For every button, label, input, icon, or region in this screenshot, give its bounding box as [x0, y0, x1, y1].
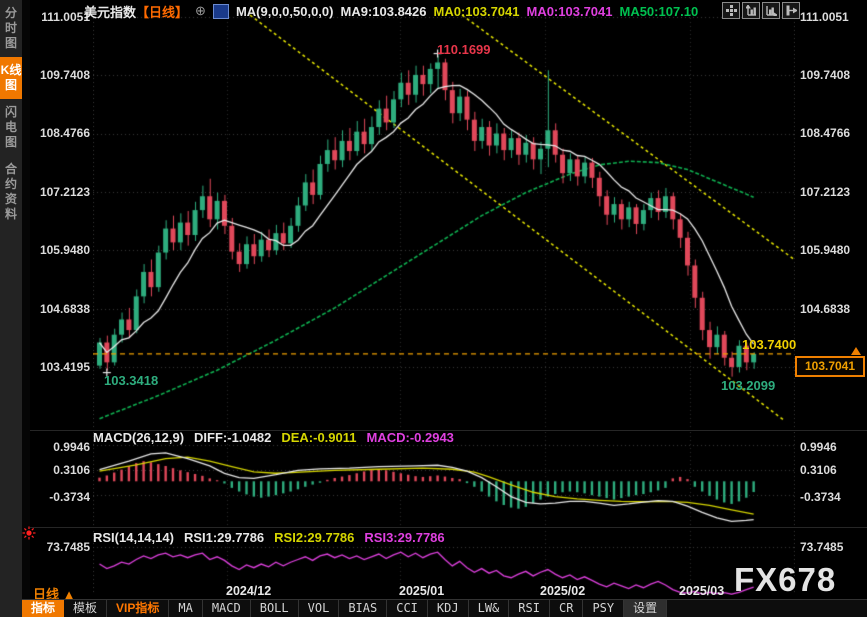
toolbar-item-vol[interactable]: VOL — [299, 600, 340, 617]
toolbar-item-vip-indicators[interactable]: VIP指标 — [107, 600, 170, 617]
y-axis-label-right: 104.6838 — [800, 302, 851, 316]
high-price-label: 110.1699 — [437, 42, 491, 57]
y-axis-label-left: 104.6838 — [39, 302, 90, 316]
crosshair-icon[interactable] — [722, 2, 740, 19]
rsi2-value: RSI2:29.7786 — [274, 530, 355, 545]
ma-params: MA(9,0,0,50,0,0) — [235, 3, 334, 19]
low-price-label: 103.3418 — [104, 373, 159, 388]
ma0-yellow-value: MA0:103.7041 — [433, 3, 520, 19]
sidebar-tab-lightning[interactable]: 闪电图 — [4, 105, 17, 149]
toolbar-item-indicators[interactable]: 指标 — [22, 600, 65, 617]
chart-tool-buttons — [722, 2, 800, 19]
fx678-watermark: FX678 — [734, 561, 837, 598]
x-axis-label: 2025/03 — [679, 584, 725, 598]
chart-header: 美元指数【日线】 ⊕ MA(9,0,0,50,0,0) MA9:103.8426… — [84, 3, 699, 20]
last-price-box: 103.7041 — [795, 356, 865, 377]
recent-high-label: 103.7400 — [742, 337, 797, 352]
toolbar-item-cci[interactable]: CCI — [387, 600, 428, 617]
x-axis-label: 2025/01 — [399, 584, 445, 598]
x-axis-label: 2025/02 — [540, 584, 586, 598]
toolbar-item-rsi[interactable]: RSI — [509, 600, 550, 617]
zoom-x-axis-icon[interactable] — [762, 2, 780, 19]
ma50-value: MA50:107.10 — [619, 3, 699, 19]
macd-diff-value: DIFF:-1.0482 — [194, 430, 272, 445]
expand-icon[interactable]: ⊕ — [195, 3, 206, 18]
toolbar-item-kdj[interactable]: KDJ — [428, 600, 469, 617]
y-axis-label-right: 109.7408 — [800, 68, 851, 82]
alert-sun-icon[interactable] — [22, 526, 36, 540]
macd-value: MACD:-0.2943 — [366, 430, 454, 445]
price-up-arrow-icon — [851, 347, 861, 355]
y-axis-label-right: 111.0051 — [800, 10, 849, 24]
chart-type-sidebar: 分时图 K线图 闪电图 合约资料 — [0, 0, 22, 617]
indicator-toolbar: 指标 模板 VIP指标 MA MACD BOLL VOL BIAS CCI KD… — [22, 599, 867, 617]
zoom-y-axis-icon[interactable] — [742, 2, 760, 19]
pan-right-icon[interactable] — [782, 2, 800, 19]
macd-y-label-right: 0.9946 — [800, 440, 837, 454]
x-axis-label: 2024/12 — [226, 584, 272, 598]
toolbar-item-cr[interactable]: CR — [550, 600, 584, 617]
y-axis-label-left: 107.2123 — [39, 185, 90, 199]
y-axis-label-left: 108.4766 — [39, 126, 90, 140]
pane-divider — [30, 430, 867, 431]
macd-indicator-chart[interactable] — [93, 432, 795, 527]
sidebar-gap — [22, 0, 30, 617]
y-axis-label-left: 111.0051 — [41, 10, 90, 24]
macd-params: MACD(26,12,9) — [93, 430, 185, 445]
recent-low-label: 103.2099 — [721, 378, 776, 393]
toolbar-item-ma[interactable]: MA — [169, 600, 203, 617]
toolbar-item-templates[interactable]: 模板 — [64, 600, 108, 617]
macd-y-label-right: -0.3734 — [800, 490, 841, 504]
macd-dea-value: DEA:-0.9011 — [281, 430, 357, 445]
sidebar-tab-contract-info[interactable]: 合约资料 — [4, 162, 17, 221]
y-axis-label-left: 103.4195 — [39, 360, 90, 374]
sidebar-tab-candlestick[interactable]: K线图 — [0, 57, 22, 99]
main-price-chart[interactable] — [93, 10, 795, 430]
toolbar-item-boll[interactable]: BOLL — [251, 600, 299, 617]
y-axis-label-right: 108.4766 — [800, 126, 851, 140]
macd-y-label-left: 0.3106 — [53, 463, 90, 477]
rsi-panel-title: RSI(14,14,14) RSI1:29.7786 RSI2:29.7786 … — [93, 530, 445, 545]
toolbar-item-macd[interactable]: MACD — [203, 600, 251, 617]
pane-divider — [30, 527, 867, 528]
rsi1-value: RSI1:29.7786 — [183, 530, 265, 545]
rsi-y-label-left: 73.7485 — [46, 540, 90, 554]
ma0-magenta-value: MA0:103.7041 — [526, 3, 613, 19]
macd-y-label-left: 0.9946 — [53, 440, 90, 454]
y-axis-label-left: 109.7408 — [39, 68, 90, 82]
period-selector[interactable]: 日线 ▲ — [33, 587, 76, 602]
toolbar-item-settings[interactable]: 设置 — [624, 600, 668, 617]
macd-panel-title: MACD(26,12,9) DIFF:-1.0482 DEA:-0.9011 M… — [93, 430, 454, 445]
indicator-chart-icon[interactable] — [212, 3, 229, 19]
y-axis-label-right: 107.2123 — [800, 185, 851, 199]
symbol-name: 美元指数【日线】 — [84, 4, 189, 20]
ma9-value: MA9:103.8426 — [340, 3, 427, 19]
toolbar-item-psy[interactable]: PSY — [583, 600, 625, 617]
toolbar-item-bias[interactable]: BIAS — [339, 600, 388, 617]
macd-y-label-right: 0.3106 — [800, 463, 837, 477]
rsi3-value: RSI3:29.7786 — [364, 530, 445, 545]
y-axis-label-left: 105.9480 — [39, 243, 90, 257]
rsi-indicator-chart[interactable] — [93, 527, 795, 595]
sidebar-tab-timeline[interactable]: 分时图 — [4, 6, 17, 50]
macd-y-label-left: -0.3734 — [49, 490, 90, 504]
rsi-y-label-right: 73.7485 — [800, 540, 844, 554]
rsi-params: RSI(14,14,14) — [93, 530, 174, 545]
toolbar-item-lwr[interactable]: LW& — [469, 600, 510, 617]
y-axis-label-right: 105.9480 — [800, 243, 851, 257]
